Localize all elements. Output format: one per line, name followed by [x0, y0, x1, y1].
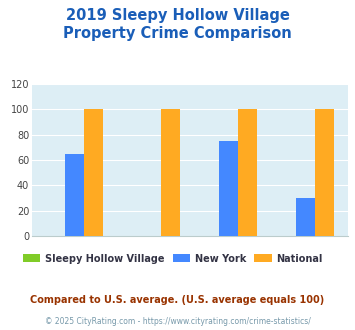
Bar	[238, 110, 257, 236]
Bar	[219, 141, 238, 236]
Text: © 2025 CityRating.com - https://www.cityrating.com/crime-statistics/: © 2025 CityRating.com - https://www.city…	[45, 317, 310, 326]
Bar	[84, 110, 103, 236]
Legend: Sleepy Hollow Village, New York, National: Sleepy Hollow Village, New York, Nationa…	[19, 249, 327, 267]
Bar	[315, 110, 334, 236]
Bar	[296, 198, 315, 236]
Text: Property Crime Comparison: Property Crime Comparison	[63, 26, 292, 41]
Bar	[65, 154, 84, 236]
Text: Compared to U.S. average. (U.S. average equals 100): Compared to U.S. average. (U.S. average …	[31, 295, 324, 305]
Bar	[161, 110, 180, 236]
Text: 2019 Sleepy Hollow Village: 2019 Sleepy Hollow Village	[66, 8, 289, 23]
